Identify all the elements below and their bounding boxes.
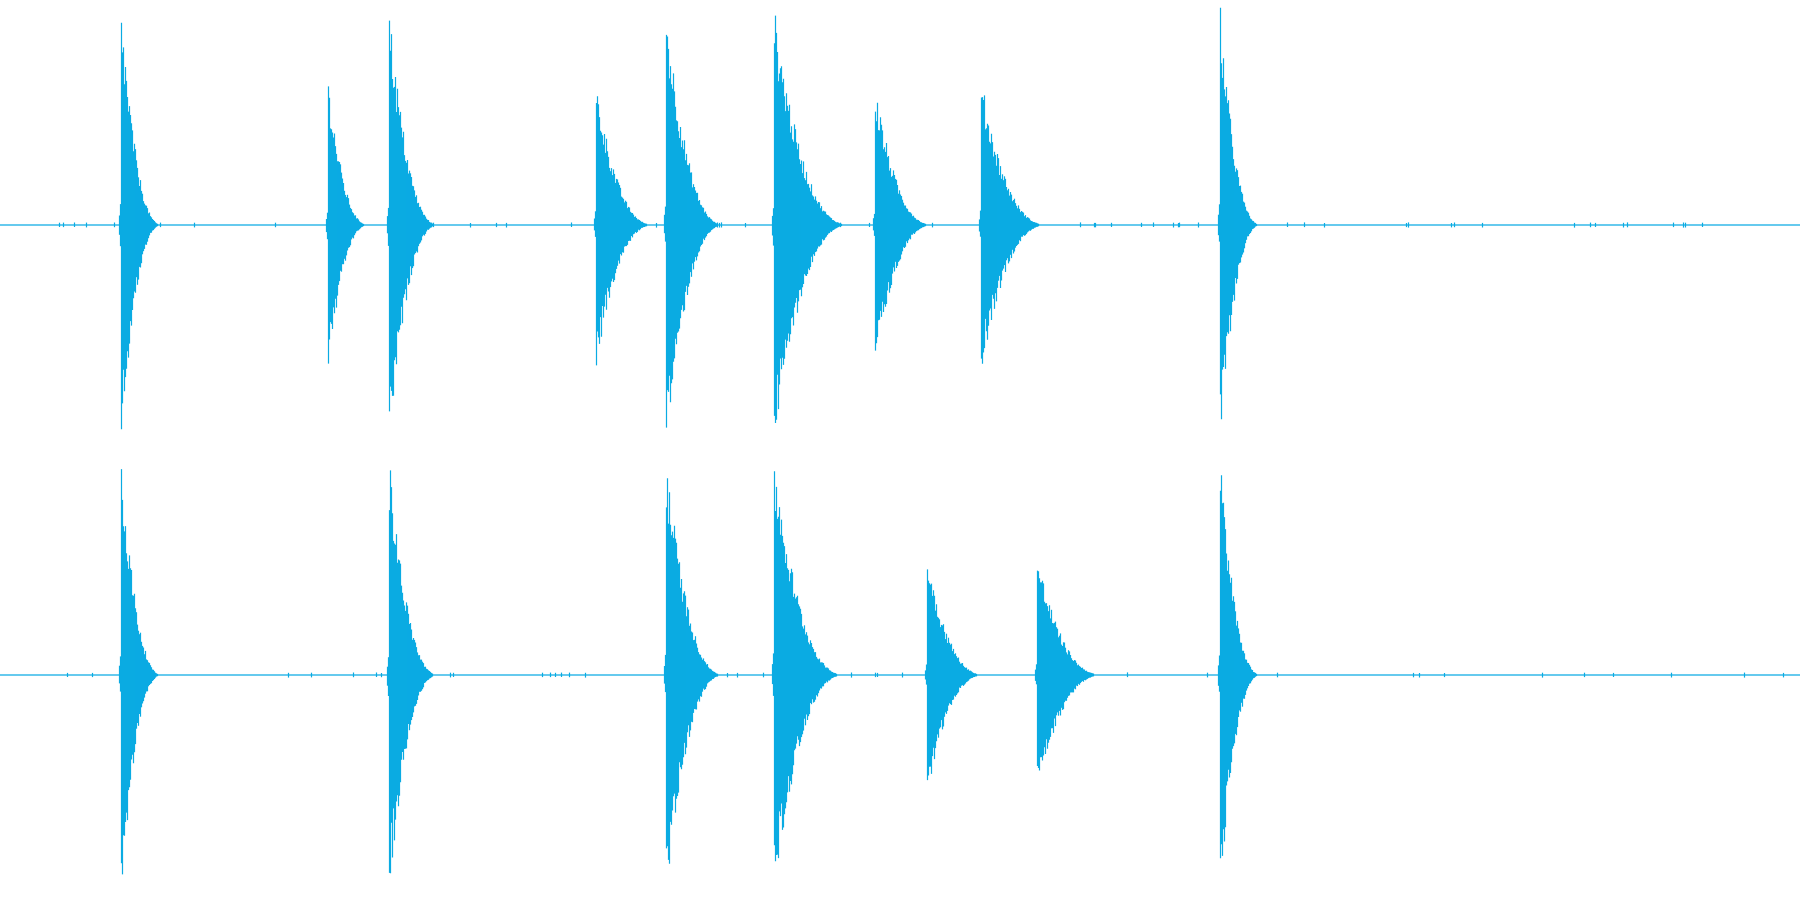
- right-channel-waveform: [0, 469, 1800, 875]
- left-channel-waveform: [0, 7, 1800, 430]
